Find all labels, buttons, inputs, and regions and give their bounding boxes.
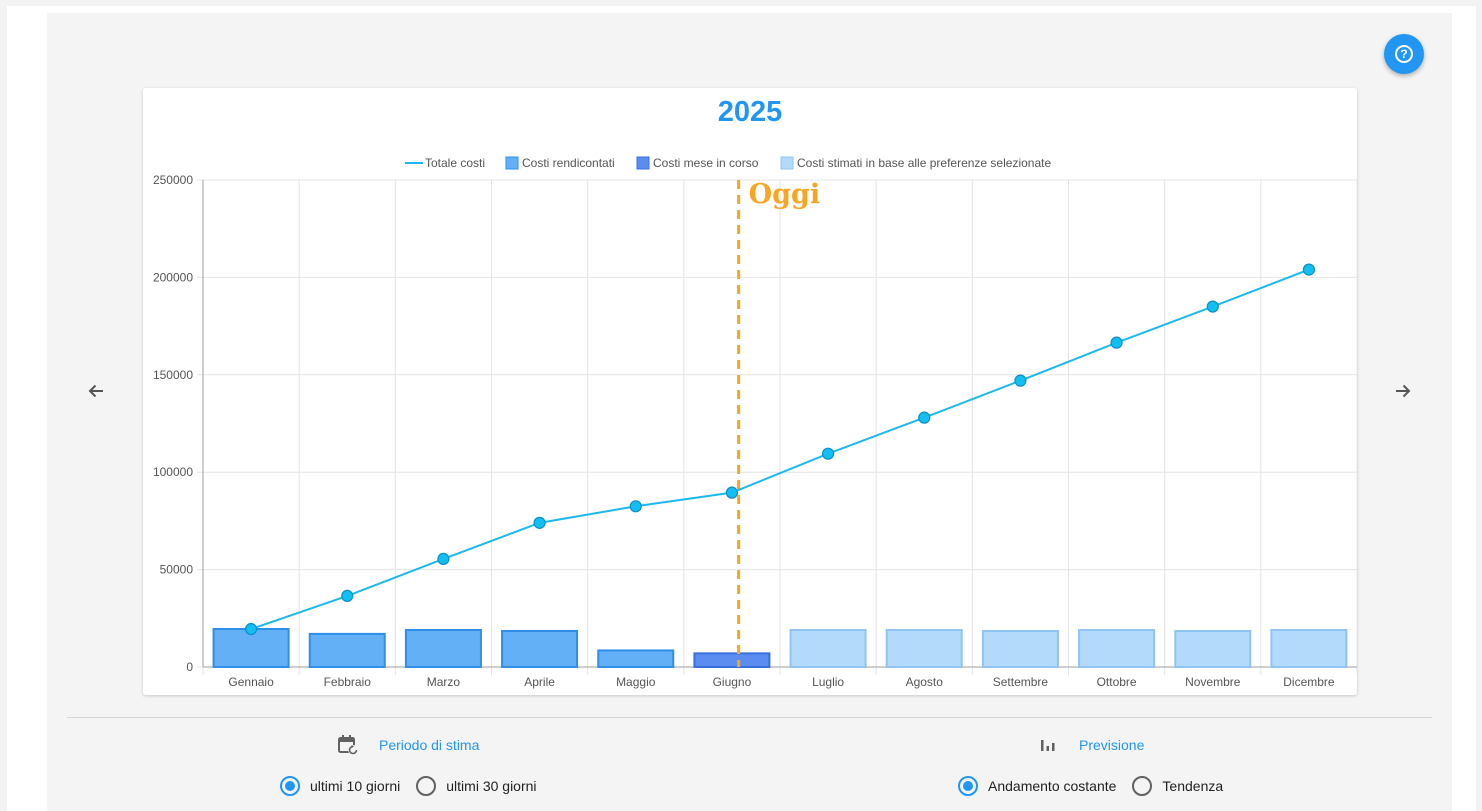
cost-chart: 2025 0 50000 100000 150000 200000 250000 Gennai… — [153, 96, 1357, 689]
today-label: Oggi — [749, 179, 821, 210]
data-point — [821, 447, 835, 460]
x-tick-label: Marzo — [427, 675, 461, 689]
section-divider — [67, 717, 1432, 718]
x-tick-label: Agosto — [906, 675, 944, 689]
bar — [404, 628, 482, 668]
help-button[interactable]: ? — [1384, 34, 1424, 74]
arrow-left-icon — [88, 384, 103, 398]
period-option-10[interactable]: ultimi 10 giorni — [280, 776, 400, 796]
y-tick-label: 0 — [186, 660, 193, 674]
help-icon: ? — [1395, 45, 1413, 63]
bar — [212, 628, 290, 668]
bar — [1174, 629, 1252, 668]
calendar-refresh-icon — [338, 735, 358, 755]
data-point — [437, 552, 450, 565]
forecast-option-constant[interactable]: Andamento costante — [958, 776, 1116, 796]
forecast-option-label: Andamento costante — [988, 778, 1117, 794]
page-top-band — [0, 0, 1482, 6]
y-tick-label: 50000 — [160, 563, 194, 577]
page-right-band — [1476, 0, 1482, 811]
period-title: Periodo di stima — [379, 737, 480, 753]
x-tick-label: Ottobre — [1097, 675, 1137, 689]
data-point — [1014, 374, 1027, 387]
bar — [1078, 628, 1156, 668]
chart-card: 2025 0 50000 100000 150000 200000 250000 Gennai… — [143, 88, 1357, 695]
forecast-option-label: Tendenza — [1162, 778, 1224, 794]
legend-swatch — [505, 156, 519, 170]
bar-chart-icon — [1041, 740, 1055, 751]
previous-year-button[interactable] — [84, 379, 108, 403]
next-year-button[interactable] — [1391, 379, 1415, 403]
data-point — [725, 486, 739, 499]
period-option-30[interactable]: ultimi 30 giorni — [416, 776, 537, 796]
x-tick-label: Luglio — [812, 675, 844, 689]
data-point — [341, 589, 354, 602]
radio-button[interactable] — [1132, 776, 1153, 796]
forecast-radio-group: Andamento costante Tendenza — [958, 775, 1239, 797]
x-tick-label: Settembre — [993, 675, 1049, 689]
page-left-band — [0, 0, 7, 811]
total-cost-line — [250, 268, 1310, 630]
legend-label: Totale costi — [425, 156, 485, 170]
radio-button[interactable] — [958, 776, 978, 796]
radio-button[interactable] — [416, 776, 437, 796]
legend-label: Costi rendicontati — [522, 156, 615, 170]
data-point — [918, 411, 931, 424]
x-tick-label: Giugno — [713, 675, 752, 689]
data-point — [533, 516, 546, 529]
data-point — [244, 622, 258, 636]
legend-swatch — [636, 156, 650, 170]
data-point — [1302, 263, 1316, 276]
y-tick-label: 200000 — [153, 270, 193, 284]
legend-label: Costi mese in corso — [653, 156, 759, 170]
bar — [597, 649, 675, 669]
bar — [789, 628, 867, 668]
y-tick-label: 100000 — [153, 465, 193, 479]
bar — [885, 628, 963, 668]
data-point — [1110, 336, 1123, 349]
x-tick-label: Dicembre — [1283, 675, 1335, 689]
x-tick-label: Maggio — [616, 675, 656, 689]
legend-swatch — [780, 156, 794, 170]
bar — [308, 632, 386, 668]
x-tick-label: Gennaio — [228, 675, 274, 689]
chart-title: 2025 — [718, 96, 783, 128]
period-header: Periodo di stima — [337, 733, 479, 757]
x-tick-label: Febbraio — [324, 675, 372, 689]
bar — [1270, 628, 1348, 668]
bar — [501, 629, 579, 668]
bar — [981, 629, 1059, 668]
period-option-label: ultimi 10 giorni — [310, 778, 401, 794]
bar — [693, 652, 771, 669]
forecast-option-trend[interactable]: Tendenza — [1132, 776, 1223, 796]
y-tick-label: 250000 — [153, 173, 193, 187]
arrow-right-icon — [1396, 384, 1411, 398]
legend-label: Costi stimati in base alle preferenze se… — [797, 156, 1051, 170]
period-radio-group: ultimi 10 giorni ultimi 30 giorni — [280, 775, 553, 797]
data-point — [629, 500, 642, 513]
y-tick-label: 150000 — [153, 368, 193, 382]
forecast-header: Previsione — [1037, 733, 1144, 757]
period-option-label: ultimi 30 giorni — [446, 778, 537, 794]
radio-button[interactable] — [280, 776, 300, 796]
x-tick-label: Novembre — [1185, 675, 1241, 689]
forecast-title: Previsione — [1079, 737, 1145, 753]
data-point — [1206, 300, 1219, 313]
x-tick-label: Aprile — [524, 675, 555, 689]
